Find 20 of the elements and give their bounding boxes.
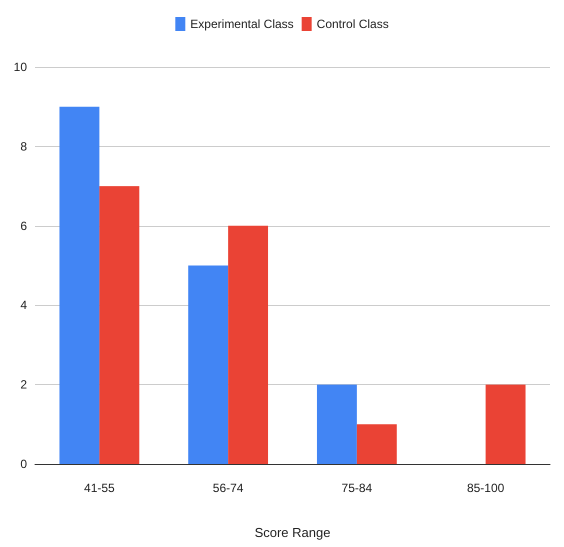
bar (99, 186, 140, 464)
x-axis-title: Score Range (254, 525, 330, 540)
bar (59, 106, 100, 464)
y-tick-label: 10 (14, 60, 28, 74)
x-tick-label: 75-84 (342, 481, 373, 495)
bar (228, 226, 268, 464)
bar (188, 266, 228, 464)
legend-label: Control Class (316, 17, 389, 31)
y-tick-label: 0 (20, 457, 28, 471)
x-tick-label: 85-100 (466, 481, 505, 495)
x-tick-label: 56-74 (212, 481, 244, 495)
y-tick-label: 6 (20, 218, 28, 233)
bar (486, 384, 526, 464)
legend-label: Experimental Class (190, 17, 294, 31)
bar (356, 424, 397, 464)
y-tick-label: 8 (20, 139, 28, 154)
bar (316, 384, 357, 464)
x-tick-label: 41-55 (84, 481, 116, 495)
y-tick-label: 2 (20, 378, 28, 392)
y-tick-label: 4 (20, 298, 28, 312)
